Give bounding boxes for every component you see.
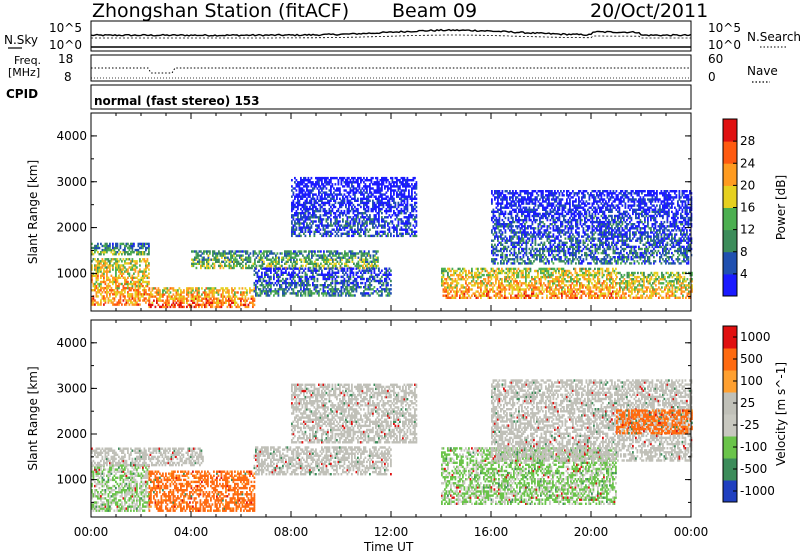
station-title: Zhongshan Station (fitACF) — [92, 0, 350, 22]
nsky-tick-high: 10^5 — [49, 21, 82, 35]
power-colorbar: 4 8 12 16 20 24 28 Power [dB] — [722, 118, 788, 297]
x-tick-label: 16:00 — [474, 525, 509, 539]
axes: 00:00 04:00 08:00 12:00 16:00 20:00 00:00 — [74, 525, 709, 539]
colorbar-tick-label: 16 — [740, 201, 755, 215]
colorbar-tick-label: 500 — [740, 352, 763, 366]
y-axis-label: Slant Range [km] — [26, 366, 40, 470]
colorbar-segment — [723, 163, 737, 186]
colorbar-tick-label: 8 — [740, 245, 748, 259]
nave-tick-low: 0 — [708, 70, 716, 84]
y-tick-label: 2000 — [56, 221, 87, 235]
nsearch-trace — [91, 34, 691, 39]
y-axis-label: Slant Range [km] — [26, 160, 40, 264]
colorbar-segment — [723, 414, 737, 437]
velocity-echo-region — [91, 464, 150, 512]
velocity-echo-region — [491, 379, 693, 462]
status-panels — [8, 20, 788, 110]
power-echo-region — [191, 250, 379, 270]
power-echo-region — [253, 267, 392, 297]
colorbar-segment — [723, 251, 737, 275]
nsearch-tick-high: 10^5 — [708, 21, 741, 35]
power-panel: 1000 2000 3000 4000 Slant Range [km] 4 8 12 16 20… — [26, 112, 788, 312]
colorbar-tick-label: -100 — [740, 440, 767, 454]
colorbar-tick-label: 100 — [740, 374, 763, 388]
beam-title: Beam 09 — [392, 0, 478, 22]
power-echoes — [91, 176, 693, 309]
nsky-trace — [90, 28, 692, 37]
x-axis-label: Time UT — [364, 540, 414, 554]
colorbar-segment — [723, 458, 737, 481]
y-tick-label: 3000 — [56, 175, 87, 189]
colorbar-segment — [723, 141, 737, 164]
colorbar-segment — [723, 370, 737, 393]
nsearch-tick-low: 10^0 — [708, 38, 741, 52]
colorbar-tick-label: 24 — [740, 156, 755, 170]
colorbar-tick-label: 20 — [740, 178, 755, 192]
colorbar-label: Power [dB] — [774, 175, 788, 240]
freq-tick-low: 8 — [64, 70, 72, 84]
colorbar-tick-label: 25 — [740, 396, 755, 410]
power-echo-region — [441, 267, 617, 299]
y-tick-label: 1000 — [56, 473, 87, 487]
colorbar-segment — [723, 348, 737, 371]
freq-unit-label: [MHz] — [8, 66, 41, 79]
x-tick-label: 00:00 — [74, 525, 109, 539]
colorbar-segment — [723, 392, 737, 415]
y-tick-label: 2000 — [56, 427, 87, 441]
colorbar-tick-label: 1000 — [740, 330, 771, 344]
velocity-echo-region — [148, 470, 256, 512]
colorbar-tick-label: 28 — [740, 134, 755, 148]
x-tick-label: 00:00 — [674, 525, 709, 539]
colorbar-segment — [723, 119, 737, 142]
freq-trace — [91, 67, 691, 74]
velocity-echo-region — [291, 383, 418, 444]
nsearch-label: N.Search — [747, 30, 800, 44]
cpid-box — [90, 84, 692, 110]
cpid-label: CPID — [6, 87, 39, 101]
x-tick-label: 08:00 — [274, 525, 309, 539]
y-tick-label: 4000 — [56, 336, 87, 350]
colorbar-segment — [723, 480, 737, 503]
power-echo-region — [616, 271, 693, 299]
velocity-echo-region — [253, 446, 392, 476]
cpid-text: normal (fast stereo) 153 — [94, 94, 260, 108]
colorbar-frame — [722, 325, 738, 503]
freq-label: Freq. — [14, 54, 42, 67]
nsky-label: N.Sky — [4, 33, 39, 47]
colorbar-tick-label: -1000 — [740, 484, 775, 498]
power-echo-region — [291, 176, 418, 238]
power-echo-region — [91, 258, 150, 306]
colorbar-segment — [723, 229, 737, 253]
velocity-echo-region — [616, 409, 693, 435]
nave-label: Nave — [747, 64, 778, 78]
colorbar-segment — [723, 326, 737, 349]
colorbar-segment — [723, 436, 737, 459]
colorbar-tick-label: -25 — [740, 418, 760, 432]
x-tick-label: 20:00 — [574, 525, 609, 539]
power-echo-region — [91, 242, 150, 256]
y-tick-label: 3000 — [56, 381, 87, 395]
power-echo-region — [148, 287, 256, 309]
colorbar-tick-label: 4 — [740, 267, 748, 281]
x-tick-label: 12:00 — [374, 525, 409, 539]
date-title: 20/Oct/2011 — [590, 0, 709, 22]
velocity-echo-region — [91, 447, 204, 467]
velocity-echoes — [91, 379, 693, 512]
colorbar-tick-label: 12 — [740, 223, 755, 237]
colorbar-segment — [723, 207, 737, 231]
nsky-tick-low: 10^0 — [49, 38, 82, 52]
colorbar-label: Velocity [m s^-1] — [774, 362, 788, 466]
freq-tick-high: 18 — [58, 52, 74, 66]
y-tick-label: 4000 — [56, 129, 87, 143]
colorbar-segment — [723, 185, 737, 208]
y-tick-label: 1000 — [56, 266, 87, 280]
colorbar-segment — [723, 273, 737, 297]
colorbar-tick-label: -500 — [740, 462, 767, 476]
nave-tick-high: 60 — [708, 52, 724, 66]
velocity-colorbar: 1000 500 100 25 -25 -100 -500 -1000 Velocity [m … — [722, 325, 788, 503]
x-tick-label: 04:00 — [174, 525, 209, 539]
